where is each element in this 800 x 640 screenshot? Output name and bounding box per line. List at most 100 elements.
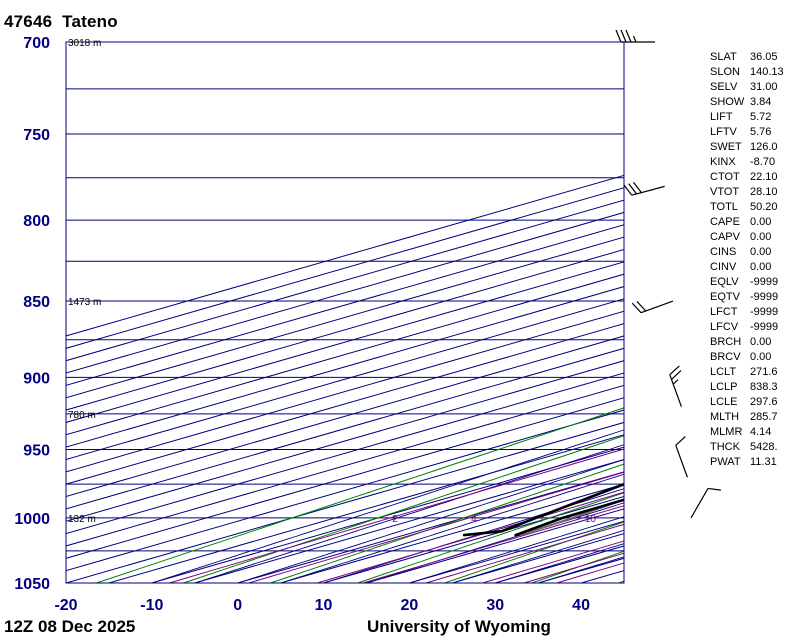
index-key: BRCH <box>710 336 742 348</box>
index-value: 0.00 <box>750 246 772 258</box>
index-key: MLMR <box>710 426 743 438</box>
temperature-tick-label: 20 <box>400 597 418 614</box>
isotherm-line <box>237 471 624 583</box>
index-row: CAPV 0.00 <box>710 230 784 245</box>
index-key: CAPE <box>710 216 740 228</box>
index-key: LFTV <box>710 126 737 138</box>
isotherm-line <box>66 372 624 535</box>
pressure-tick-label: 1050 <box>14 576 50 593</box>
isotherm-line <box>66 421 624 583</box>
index-key: KINX <box>710 156 736 168</box>
wind-barb <box>631 300 674 314</box>
index-value: 0.00 <box>750 231 772 243</box>
dry-adiabat-line <box>96 407 624 583</box>
height-label: 132 m <box>68 514 96 525</box>
isotherm-line <box>66 310 624 473</box>
isotherm-line <box>151 446 624 583</box>
index-row: LIFT 5.72 <box>710 110 784 125</box>
index-row: EQLV -9999 <box>710 275 784 290</box>
isotherm-line <box>66 187 624 349</box>
wind-barb-flag <box>615 29 622 43</box>
index-row: LCLP 838.3 <box>710 380 784 395</box>
pressure-tick-label: 700 <box>23 35 50 52</box>
isotherm-line <box>66 347 624 510</box>
index-value: 4.14 <box>750 426 772 438</box>
index-value: 271.6 <box>750 366 778 378</box>
index-value: 0.00 <box>750 216 772 228</box>
index-row: SLON 140.13 <box>710 65 784 80</box>
index-key: LCLE <box>710 396 738 408</box>
isotherm-line <box>66 286 624 448</box>
index-key: CTOT <box>710 171 740 183</box>
index-key: SELV <box>710 81 738 93</box>
index-row: LFTV 5.76 <box>710 125 784 140</box>
mixing-ratio-label: 16 <box>647 514 659 525</box>
isotherm-line <box>66 261 624 423</box>
height-label: 3018 m <box>68 38 101 49</box>
index-value: 140.13 <box>750 66 784 78</box>
index-row: BRCV 0.00 <box>710 350 784 365</box>
index-value: 838.3 <box>750 381 778 393</box>
isotherm-line <box>194 458 624 583</box>
temperature-tick-label: 10 <box>315 597 333 614</box>
wind-barb-flag <box>669 365 680 376</box>
index-value: 31.00 <box>750 81 778 93</box>
wind-barb <box>615 29 655 43</box>
pressure-tick-label: 1000 <box>14 511 50 528</box>
temperature-tick-label: 40 <box>572 597 590 614</box>
height-label: 780 m <box>68 410 96 421</box>
index-key: LIFT <box>710 111 733 123</box>
index-row: SWET 126.0 <box>710 140 784 155</box>
temperature-tick-label: 0 <box>233 597 242 614</box>
index-value: 3.84 <box>750 96 772 108</box>
index-key: MLTH <box>710 411 740 423</box>
isotherm-line <box>66 199 624 362</box>
index-key: LCLT <box>710 366 737 378</box>
index-key: SLAT <box>710 51 737 63</box>
station-name: Tateno <box>62 12 118 31</box>
index-row: TOTL 50.20 <box>710 200 784 215</box>
moist-adiabat-line <box>194 444 624 583</box>
temperature-tick-label: 30 <box>486 597 504 614</box>
index-value: 285.7 <box>750 411 778 423</box>
index-value: 126.0 <box>750 141 778 153</box>
pressure-tick-label: 800 <box>23 213 50 230</box>
index-key: EQTV <box>710 291 740 303</box>
index-value: -9999 <box>750 321 779 333</box>
index-value: 28.10 <box>750 186 778 198</box>
moist-adiabat-line <box>237 459 624 583</box>
index-row: BRCH 0.00 <box>710 335 784 350</box>
index-key: BRCV <box>710 351 741 363</box>
wind-barb-flag <box>671 370 682 380</box>
station-title: 47646 Tateno <box>4 12 118 32</box>
wind-barb <box>675 436 688 478</box>
temperature-tick-label: -20 <box>54 597 77 614</box>
index-value: 0.00 <box>750 351 772 363</box>
mixing-ratio-label: 4 <box>471 514 477 525</box>
wind-barb-flag <box>620 29 627 43</box>
index-key: CAPV <box>710 231 740 243</box>
isotherm-line <box>108 434 624 583</box>
mixing-ratio-label: 2 <box>392 514 398 525</box>
index-row: LCLE 297.6 <box>710 395 784 410</box>
index-row: SELV 31.00 <box>710 80 784 95</box>
isotherm-line <box>66 174 624 337</box>
index-row: KINX -8.70 <box>710 155 784 170</box>
index-key: CINS <box>710 246 737 258</box>
wind-barb-flag <box>707 487 721 491</box>
index-value: 5.76 <box>750 126 772 138</box>
plot-frame <box>65 41 625 584</box>
isotherm-line <box>66 211 624 374</box>
mixing-ratio-label: 10 <box>585 514 597 525</box>
isotherm-line <box>66 335 624 498</box>
index-value: 0.00 <box>750 336 772 348</box>
wind-barb <box>690 487 721 519</box>
index-row: THCK 5428. <box>710 440 784 455</box>
index-key: SLON <box>710 66 740 78</box>
index-value: 297.6 <box>750 396 778 408</box>
index-value: 5428. <box>750 441 778 453</box>
wind-barb-half <box>672 379 679 385</box>
mixing-ratio-line <box>316 491 624 583</box>
